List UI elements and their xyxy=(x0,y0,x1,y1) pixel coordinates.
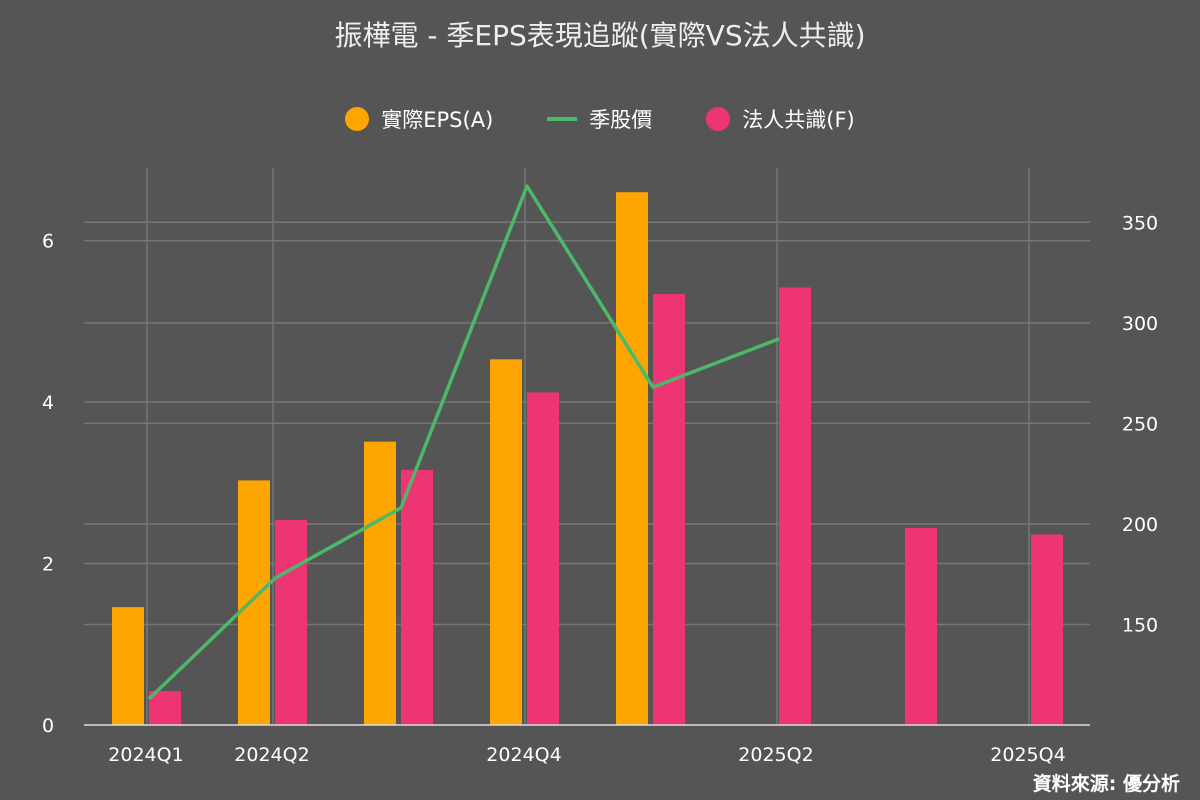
bar-actual-eps xyxy=(490,359,522,725)
x-tick-label: 2024Q2 xyxy=(234,744,309,766)
y-right-tick-label: 200 xyxy=(1122,514,1158,536)
y-right-tick-label: 150 xyxy=(1122,614,1158,636)
bar-consensus xyxy=(1031,534,1063,725)
legend-consensus-swatch xyxy=(706,107,731,131)
axes: 0 2 4 6 150 200 250 300 350 2024Q1 2024Q2 2024Q4 202… xyxy=(42,212,1158,766)
price-line xyxy=(147,184,780,701)
bar-consensus xyxy=(149,691,181,725)
bar-consensus xyxy=(527,392,559,725)
x-tick-label: 2024Q4 xyxy=(486,744,561,766)
bar-actual-eps xyxy=(364,441,396,725)
legend: 實際EPS(A) 季股價 法人共識(F) xyxy=(0,104,1200,134)
bar-consensus xyxy=(779,287,811,725)
legend-item-consensus[interactable]: 法人共識(F) xyxy=(706,104,855,134)
price-line-group xyxy=(147,184,780,701)
legend-price-swatch xyxy=(547,117,578,121)
legend-consensus-label: 法人共識(F) xyxy=(742,108,855,132)
legend-actual-swatch xyxy=(345,107,370,131)
legend-item-actual-eps[interactable]: 實際EPS(A) xyxy=(345,104,493,134)
bar-actual-eps xyxy=(616,192,648,725)
grid-lines xyxy=(84,168,1090,725)
legend-price-label: 季股價 xyxy=(589,108,653,132)
x-tick-label: 2025Q2 xyxy=(738,744,813,766)
y-left-tick-label: 6 xyxy=(42,231,54,253)
y-right-tick-label: 300 xyxy=(1122,313,1158,335)
x-tick-label: 2024Q1 xyxy=(108,744,183,766)
bar-consensus xyxy=(275,519,307,725)
bars xyxy=(112,192,1063,725)
y-left-tick-label: 0 xyxy=(42,715,54,737)
x-tick-label: 2025Q4 xyxy=(990,744,1065,766)
source-note: 資料來源: 優分析 xyxy=(1032,773,1180,795)
y-right-tick-label: 350 xyxy=(1122,212,1158,234)
y-left-tick-label: 4 xyxy=(42,392,54,414)
bar-actual-eps xyxy=(238,480,270,725)
bar-consensus xyxy=(905,528,937,725)
legend-item-price[interactable]: 季股價 xyxy=(547,104,652,134)
y-right-tick-label: 250 xyxy=(1122,413,1158,435)
bar-consensus xyxy=(401,469,433,725)
bar-consensus xyxy=(653,293,685,725)
y-left-tick-label: 2 xyxy=(42,554,54,576)
legend-actual-label: 實際EPS(A) xyxy=(381,108,494,132)
bar-actual-eps xyxy=(112,607,144,725)
chart-title: 振樺電 - 季EPS表現追蹤(實際VS法人共識) xyxy=(334,19,866,52)
